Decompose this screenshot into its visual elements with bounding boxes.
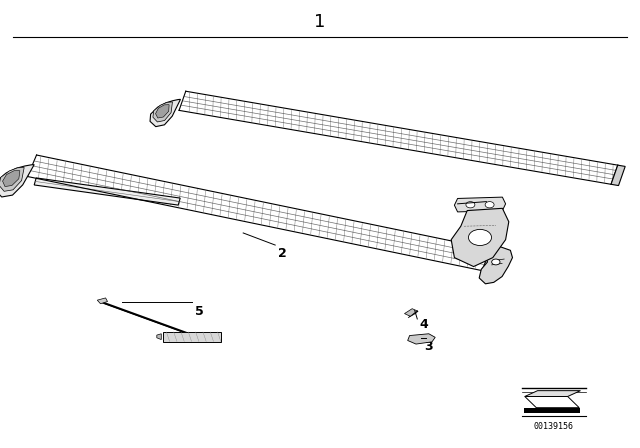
Circle shape xyxy=(485,202,494,208)
Text: 6: 6 xyxy=(461,199,469,212)
Text: 1: 1 xyxy=(314,13,326,31)
Circle shape xyxy=(492,259,500,265)
Circle shape xyxy=(466,202,475,208)
Polygon shape xyxy=(404,309,417,316)
Polygon shape xyxy=(179,91,618,184)
Polygon shape xyxy=(408,334,435,344)
Polygon shape xyxy=(0,164,34,197)
Polygon shape xyxy=(454,197,506,212)
Polygon shape xyxy=(97,298,108,304)
Polygon shape xyxy=(525,391,580,396)
Text: 4: 4 xyxy=(419,318,428,331)
Polygon shape xyxy=(150,99,180,127)
Polygon shape xyxy=(153,102,172,122)
Text: 5: 5 xyxy=(195,305,204,318)
Polygon shape xyxy=(3,171,20,186)
Text: 00139156: 00139156 xyxy=(534,422,573,431)
Polygon shape xyxy=(34,178,180,205)
Polygon shape xyxy=(156,105,169,118)
Polygon shape xyxy=(611,165,625,185)
Polygon shape xyxy=(524,408,580,413)
Polygon shape xyxy=(479,246,513,284)
Text: 2: 2 xyxy=(278,247,287,260)
Text: 3: 3 xyxy=(424,340,433,353)
Polygon shape xyxy=(451,208,509,267)
Polygon shape xyxy=(525,396,579,408)
Polygon shape xyxy=(157,334,161,340)
Polygon shape xyxy=(163,332,221,342)
Polygon shape xyxy=(28,155,491,271)
Circle shape xyxy=(468,229,492,246)
Polygon shape xyxy=(0,168,24,191)
